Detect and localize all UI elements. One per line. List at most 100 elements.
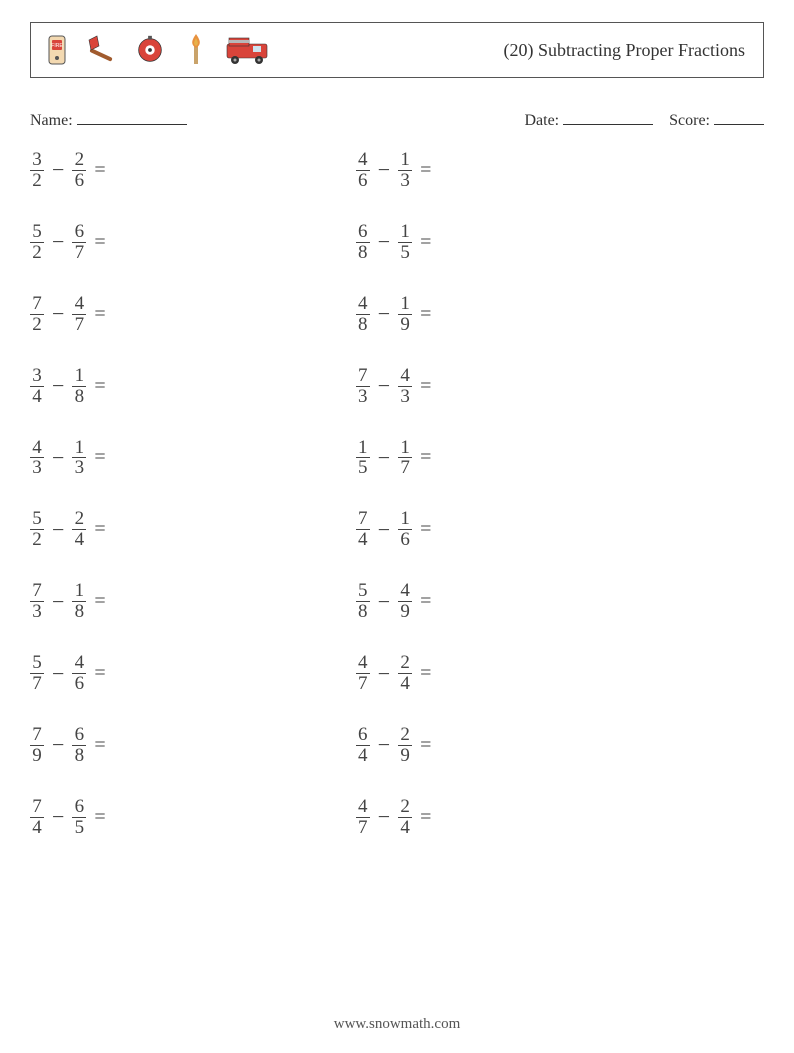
problem: 73−43= <box>356 366 432 407</box>
numerator: 1 <box>398 222 412 242</box>
equals-sign: = <box>420 662 431 685</box>
denominator: 4 <box>356 746 370 766</box>
numerator: 4 <box>398 581 412 601</box>
fraction: 52 <box>30 509 44 550</box>
numerator: 7 <box>356 366 370 386</box>
denominator: 6 <box>73 171 87 191</box>
problem: 72−47= <box>30 294 106 335</box>
fraction: 72 <box>30 294 44 335</box>
denominator: 3 <box>30 602 44 622</box>
fraction: 47 <box>356 653 370 694</box>
fraction: 48 <box>356 294 370 335</box>
numerator: 4 <box>356 797 370 817</box>
minus-sign: − <box>378 445 390 471</box>
numerator: 3 <box>30 366 44 386</box>
numerator: 1 <box>398 294 412 314</box>
minus-sign: − <box>52 157 64 183</box>
fraction: 57 <box>30 653 44 694</box>
denominator: 9 <box>398 315 412 335</box>
minus-sign: − <box>52 661 64 687</box>
fraction: 16 <box>398 509 412 550</box>
equals-sign: = <box>94 806 105 829</box>
fraction: 18 <box>72 366 86 407</box>
minus-sign: − <box>52 373 64 399</box>
denominator: 8 <box>73 602 87 622</box>
fraction: 13 <box>398 150 412 191</box>
denominator: 7 <box>73 243 87 263</box>
numerator: 5 <box>356 581 370 601</box>
minus-sign: − <box>378 661 390 687</box>
fraction: 68 <box>72 725 86 766</box>
fraction: 26 <box>72 150 86 191</box>
denominator: 2 <box>30 315 44 335</box>
numerator: 4 <box>398 366 412 386</box>
fraction: 64 <box>356 725 370 766</box>
problem: 57−46= <box>30 653 106 694</box>
date-blank[interactable] <box>563 108 653 125</box>
numerator: 4 <box>356 150 370 170</box>
numerator: 2 <box>73 150 87 170</box>
minus-sign: − <box>378 732 390 758</box>
denominator: 2 <box>30 530 44 550</box>
minus-sign: − <box>378 229 390 255</box>
problem: 43−13= <box>30 438 106 479</box>
equals-sign: = <box>420 159 431 182</box>
minus-sign: − <box>52 229 64 255</box>
fraction: 73 <box>356 366 370 407</box>
equals-sign: = <box>420 806 431 829</box>
fraction: 46 <box>356 150 370 191</box>
fraction: 34 <box>30 366 44 407</box>
name-blank[interactable] <box>77 108 187 125</box>
denominator: 4 <box>73 530 87 550</box>
worksheet-title: (20) Subtracting Proper Fractions <box>504 40 745 61</box>
denominator: 6 <box>356 171 370 191</box>
denominator: 4 <box>398 674 412 694</box>
equals-sign: = <box>420 446 431 469</box>
denominator: 3 <box>398 387 412 407</box>
problem: 47−24= <box>356 797 432 838</box>
score-blank[interactable] <box>714 108 764 125</box>
numerator: 6 <box>73 725 87 745</box>
name-label: Name: <box>30 112 73 129</box>
denominator: 6 <box>73 674 87 694</box>
fraction: 52 <box>30 222 44 263</box>
name-field: Name: <box>30 108 187 130</box>
denominator: 9 <box>398 602 412 622</box>
match-flame-icon <box>179 32 213 68</box>
numerator: 4 <box>30 438 44 458</box>
minus-sign: − <box>378 517 390 543</box>
problem: 64−29= <box>356 725 432 766</box>
minus-sign: − <box>52 301 64 327</box>
numerator: 4 <box>73 294 87 314</box>
fraction: 68 <box>356 222 370 263</box>
problems-column-1: 32−26=52−67=72−47=34−18=43−13=52−24=73−1… <box>30 150 106 838</box>
score-label: Score: <box>669 112 710 129</box>
denominator: 8 <box>356 315 370 335</box>
fraction: 29 <box>398 725 412 766</box>
numerator: 2 <box>73 509 87 529</box>
minus-sign: − <box>52 589 64 615</box>
numerator: 1 <box>398 150 412 170</box>
problem: 58−49= <box>356 581 432 622</box>
numerator: 1 <box>73 438 87 458</box>
minus-sign: − <box>378 804 390 830</box>
denominator: 3 <box>356 387 370 407</box>
problem: 46−13= <box>356 150 432 191</box>
fraction: 79 <box>30 725 44 766</box>
numerator: 5 <box>30 653 44 673</box>
numerator: 5 <box>30 509 44 529</box>
numerator: 2 <box>398 725 412 745</box>
minus-sign: − <box>52 732 64 758</box>
numerator: 4 <box>73 653 87 673</box>
numerator: 2 <box>398 653 412 673</box>
problem: 15−17= <box>356 438 432 479</box>
numerator: 1 <box>73 366 87 386</box>
svg-text:FIRE: FIRE <box>51 43 63 49</box>
fraction: 73 <box>30 581 44 622</box>
problem: 68−15= <box>356 222 432 263</box>
equals-sign: = <box>420 518 431 541</box>
fraction: 15 <box>398 222 412 263</box>
denominator: 9 <box>398 746 412 766</box>
denominator: 7 <box>356 818 370 838</box>
numerator: 2 <box>398 797 412 817</box>
